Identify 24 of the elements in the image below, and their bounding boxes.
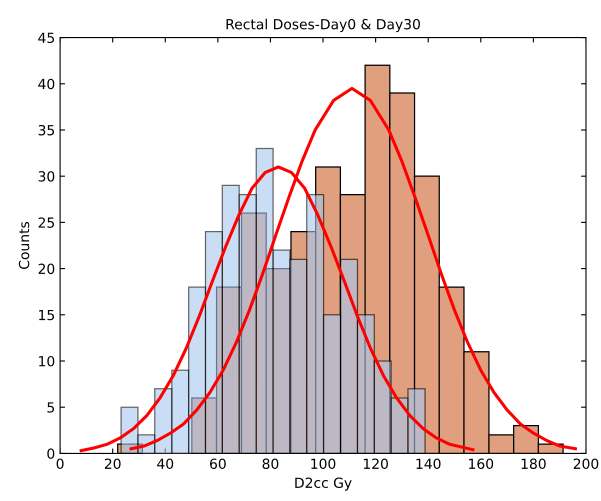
x-tick-label: 0	[56, 458, 64, 470]
x-tick-label: 140	[416, 458, 441, 470]
x-tick-label: 180	[522, 458, 546, 470]
x-tick-label: 120	[364, 458, 388, 470]
chart-title: Rectal Doses-Day0 & Day30	[226, 18, 420, 32]
x-tick-label: 20	[104, 458, 121, 470]
y-tick-label: 40	[38, 78, 54, 90]
x-tick-label: 60	[210, 458, 226, 470]
y-tick-label: 5	[47, 402, 54, 413]
x-tick-label: 160	[469, 458, 494, 470]
y-tick-label: 45	[38, 32, 54, 44]
y-axis-title: Counts	[18, 222, 30, 269]
y-tick-label: 0	[47, 448, 54, 459]
y-tick-label: 35	[38, 124, 54, 136]
y-tick-label: 30	[38, 171, 54, 182]
x-axis-title: D2cc Gy	[295, 478, 352, 491]
y-tick-label: 10	[39, 356, 54, 366]
y-tick-label: 25	[38, 217, 54, 228]
x-tick-label: 100	[311, 458, 336, 470]
x-tick-label: 80	[262, 458, 278, 470]
y-tick-label: 15	[39, 310, 54, 320]
x-tick-label: 200	[574, 458, 598, 470]
y-tick-label: 20	[38, 264, 54, 274]
x-tick-label: 40	[157, 458, 174, 470]
